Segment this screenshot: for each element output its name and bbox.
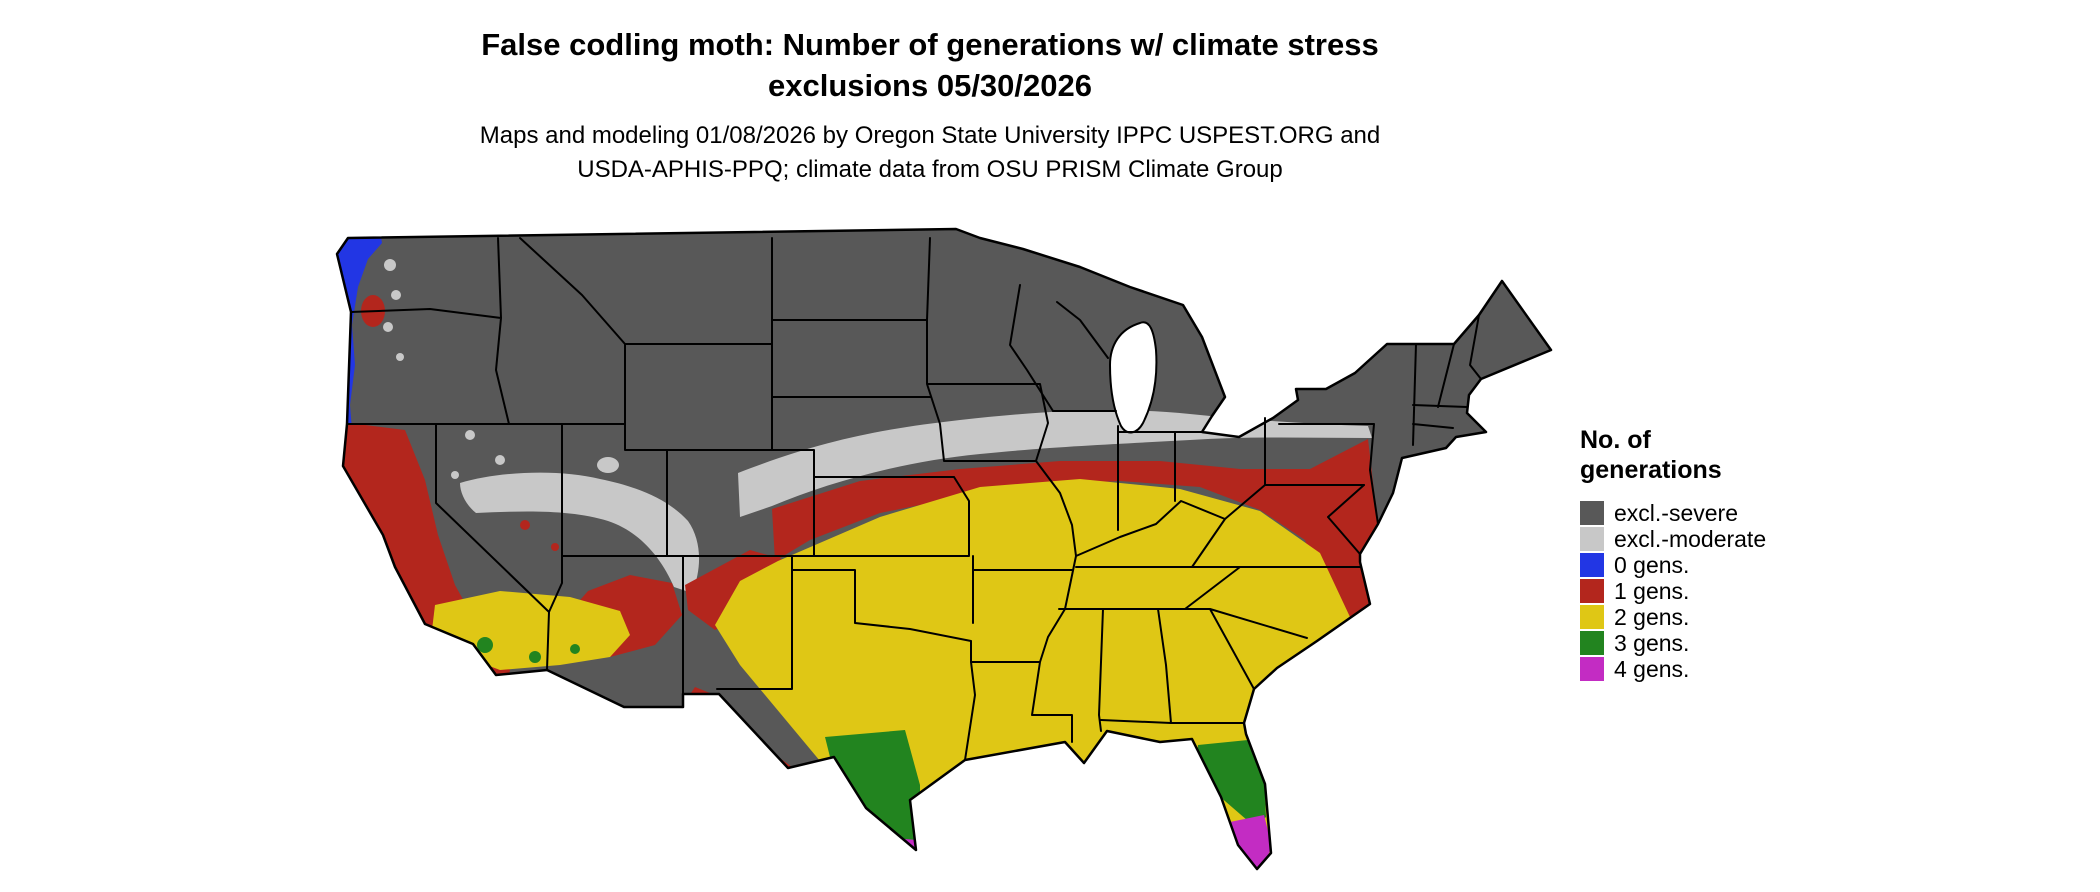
- us-generations-map: [320, 225, 1560, 885]
- legend-color-swatch: [1580, 631, 1604, 655]
- legend-item-label: 3 gens.: [1614, 629, 1690, 656]
- region-excl-moderate: [383, 259, 1372, 593]
- legend-color-swatch: [1580, 501, 1604, 525]
- legend-color-swatch: [1580, 553, 1604, 577]
- legend-item-label: 1 gens.: [1614, 577, 1690, 604]
- legend: No. of generations excl.-severe excl.-mod…: [1580, 425, 1880, 682]
- legend-title-line2: generations: [1580, 456, 1722, 484]
- state-borders: [346, 237, 1482, 761]
- legend-color-swatch: [1580, 527, 1604, 551]
- page-title-line1: False codling moth: Number of generation…: [481, 27, 1379, 62]
- legend-color-swatch: [1580, 657, 1604, 681]
- legend-item-label: 4 gens.: [1614, 655, 1690, 682]
- legend-item: 3 gens.: [1580, 630, 1880, 656]
- us-outline: [335, 227, 1553, 871]
- legend-item: excl.-severe: [1580, 500, 1880, 526]
- page-title-line2: exclusions 05/30/2026: [767, 68, 1092, 103]
- legend-item-label: excl.-moderate: [1614, 525, 1767, 552]
- legend-color-swatch: [1580, 605, 1604, 629]
- legend-item: 2 gens.: [1580, 604, 1880, 630]
- legend-item: 0 gens.: [1580, 552, 1880, 578]
- legend-item: 4 gens.: [1580, 656, 1880, 682]
- legend-item-label: 2 gens.: [1614, 603, 1690, 630]
- legend-items: excl.-severe excl.-moderate 0 gens. 1 gens.…: [1580, 500, 1880, 682]
- figure-subtitle: Maps and modeling 01/08/2026 by Oregon S…: [0, 119, 1860, 187]
- subtitle-line2: USDA-APHIS-PPQ; climate data from OSU PR…: [577, 156, 1283, 183]
- legend-item: 1 gens.: [1580, 578, 1880, 604]
- region-4-gens: [882, 815, 1272, 869]
- subtitle-line1: Maps and modeling 01/08/2026 by Oregon S…: [479, 122, 1381, 149]
- legend-color-swatch: [1580, 579, 1604, 603]
- legend-item-label: 0 gens.: [1614, 551, 1690, 578]
- figure-header: False codling moth: Number of generation…: [0, 24, 1860, 187]
- legend-title-line1: No. of: [1580, 426, 1651, 454]
- us-map-svg: [335, 227, 1553, 871]
- legend-item: excl.-moderate: [1580, 526, 1880, 552]
- legend-item-label: excl.-severe: [1614, 499, 1738, 526]
